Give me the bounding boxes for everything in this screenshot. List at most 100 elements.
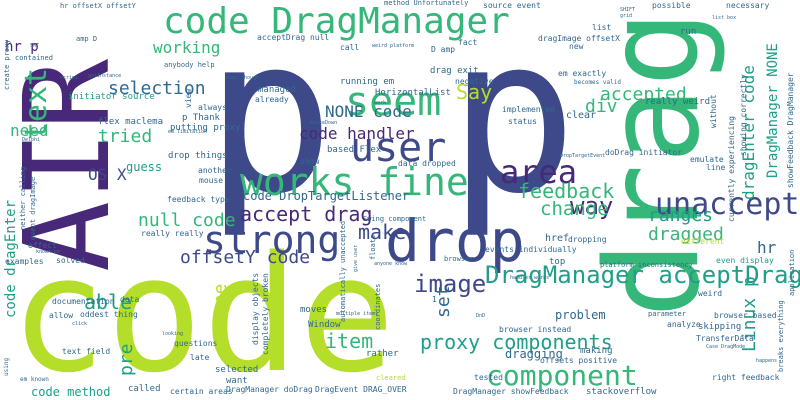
- word-problem: problem: [555, 308, 606, 322]
- word-neither-calling: neither calling: [19, 166, 27, 230]
- word-even-display: even display: [716, 256, 774, 265]
- word-create-proxy: create proxy: [3, 39, 11, 90]
- word-ranges: ranges: [648, 205, 714, 226]
- word-weird-platform: weird platform: [372, 43, 415, 49]
- word-shift: SHIFT: [620, 7, 636, 13]
- word-make: make: [358, 220, 407, 244]
- word-browser-instead: browser instead: [499, 325, 572, 334]
- word-pre: pre: [116, 343, 137, 376]
- word-line: line: [706, 163, 726, 172]
- word-drag-exit: drag exit: [430, 66, 479, 76]
- word-showing-correctly: showing correctly: [739, 74, 748, 156]
- word-drop: drop: [385, 207, 525, 275]
- word-multiple-items: multiple items: [336, 311, 379, 317]
- word-rather: rather: [366, 349, 399, 359]
- word-effect: effect: [28, 241, 57, 250]
- word-p-big-left: p: [205, 0, 335, 241]
- word-text-field: text field: [62, 347, 111, 356]
- word-negative: negative: [455, 77, 494, 86]
- word-dnd: DnD: [476, 313, 486, 319]
- word-skipping: skipping: [698, 322, 742, 332]
- word-browser: browser: [444, 255, 474, 263]
- word-known-em: known em: [36, 249, 61, 255]
- word-application: application: [788, 249, 796, 296]
- word-selection: selection: [108, 78, 206, 99]
- word-work: work: [374, 100, 387, 106]
- word-really-really: really really: [141, 229, 204, 238]
- word-certain-areas: certain areas: [170, 387, 233, 396]
- word-automatically-unaccepted: automatically unaccepted: [339, 220, 347, 322]
- word-p-thank: p Thank: [182, 113, 220, 123]
- word-call: call: [340, 43, 360, 52]
- word-hr: hr: [757, 238, 777, 257]
- word-getinstance: getInstance: [88, 73, 122, 79]
- word-seem: seem: [345, 79, 442, 125]
- word-dragging: dragging: [505, 347, 563, 361]
- word-accepted: accepted: [600, 84, 687, 105]
- word-managed: managed: [258, 85, 296, 95]
- word-even-though: even though: [226, 75, 260, 81]
- word-list: list: [592, 23, 612, 32]
- word-method-unfortunately: method Unfortunately: [384, 0, 469, 7]
- word-one: one: [210, 283, 231, 316]
- word-cleared: cleared: [376, 374, 406, 382]
- word-right-feedback: right feedback: [712, 373, 780, 382]
- word-dragged: dragged: [648, 224, 724, 245]
- word-possible: possible: [652, 1, 691, 10]
- word-status: status: [508, 117, 537, 126]
- word-dragevent-drag-over: DragEvent DRAG_OVER: [315, 385, 407, 394]
- word-necessary: necessary: [726, 1, 770, 10]
- word-dragmanager-none: DragManager NONE: [765, 43, 781, 178]
- word-tried: tried: [98, 126, 153, 147]
- word-delphi: Delphi: [22, 137, 41, 143]
- word-another: another: [198, 166, 232, 175]
- word-grid: grid: [620, 13, 633, 19]
- word-dragmanager-dodrag: DragManager doDrag: [226, 385, 313, 394]
- word-showfeedback-dragmanager: showFeedback DragManager: [786, 72, 795, 188]
- word-clear: clear: [566, 110, 597, 121]
- word-div: div: [585, 96, 618, 117]
- word-analyze: analyze: [667, 320, 701, 329]
- word-component: component: [486, 359, 638, 392]
- word-flex-maclema: flex maclema: [98, 117, 164, 127]
- word-set: set: [433, 285, 454, 318]
- word-anyone-know: anyone know: [374, 261, 408, 267]
- word-working: working: [153, 38, 221, 57]
- word-dragimage-offsetx: dragImage offsetX: [538, 34, 620, 43]
- word-p-big-right: p: [448, 0, 578, 241]
- word-os-x: OS X: [88, 165, 127, 184]
- word-handler-works: handler works: [510, 275, 550, 281]
- word-swing-component: Swing component: [363, 215, 427, 223]
- word-looking: looking: [162, 331, 184, 337]
- word-tested: tested: [474, 373, 503, 382]
- word-unaccept: unaccept: [655, 187, 800, 222]
- word-putting-proxy: putting proxy: [170, 123, 241, 133]
- word-display-objects: display objects: [251, 272, 260, 345]
- word-d-amp: D amp: [431, 45, 456, 54]
- word-able: able: [84, 290, 133, 314]
- word-strong: strong: [203, 218, 341, 262]
- word-examples: examples: [5, 257, 44, 266]
- word-becomes-valid: becomes valid: [574, 79, 621, 86]
- word-platform-inconsistency: platform inconsistency: [600, 261, 693, 269]
- word-drop-things: drop things: [168, 151, 228, 161]
- word-questions: questions: [174, 339, 218, 348]
- word-different: different: [681, 237, 725, 246]
- word-dropping: dropping: [568, 235, 607, 244]
- word-change: change: [540, 198, 609, 220]
- word-user: user: [350, 125, 447, 171]
- word-guess: guess: [126, 160, 163, 174]
- word-fact: fact: [458, 38, 478, 47]
- word-oddest-thing: oddest thing: [80, 310, 138, 319]
- word-dodrag-initiator: doDrag initiator: [605, 148, 683, 157]
- word-emulate: emulate: [690, 155, 724, 164]
- word-image: image: [414, 270, 487, 298]
- word-weird: weird: [698, 289, 723, 298]
- word-always: always: [198, 103, 227, 112]
- word-works-fine: works fine: [240, 160, 469, 204]
- word-code-droptargetlistener: code DropTargetListener: [243, 189, 410, 203]
- word-called: called: [128, 384, 161, 394]
- word-new: new: [569, 42, 584, 51]
- word-click: click: [72, 321, 88, 327]
